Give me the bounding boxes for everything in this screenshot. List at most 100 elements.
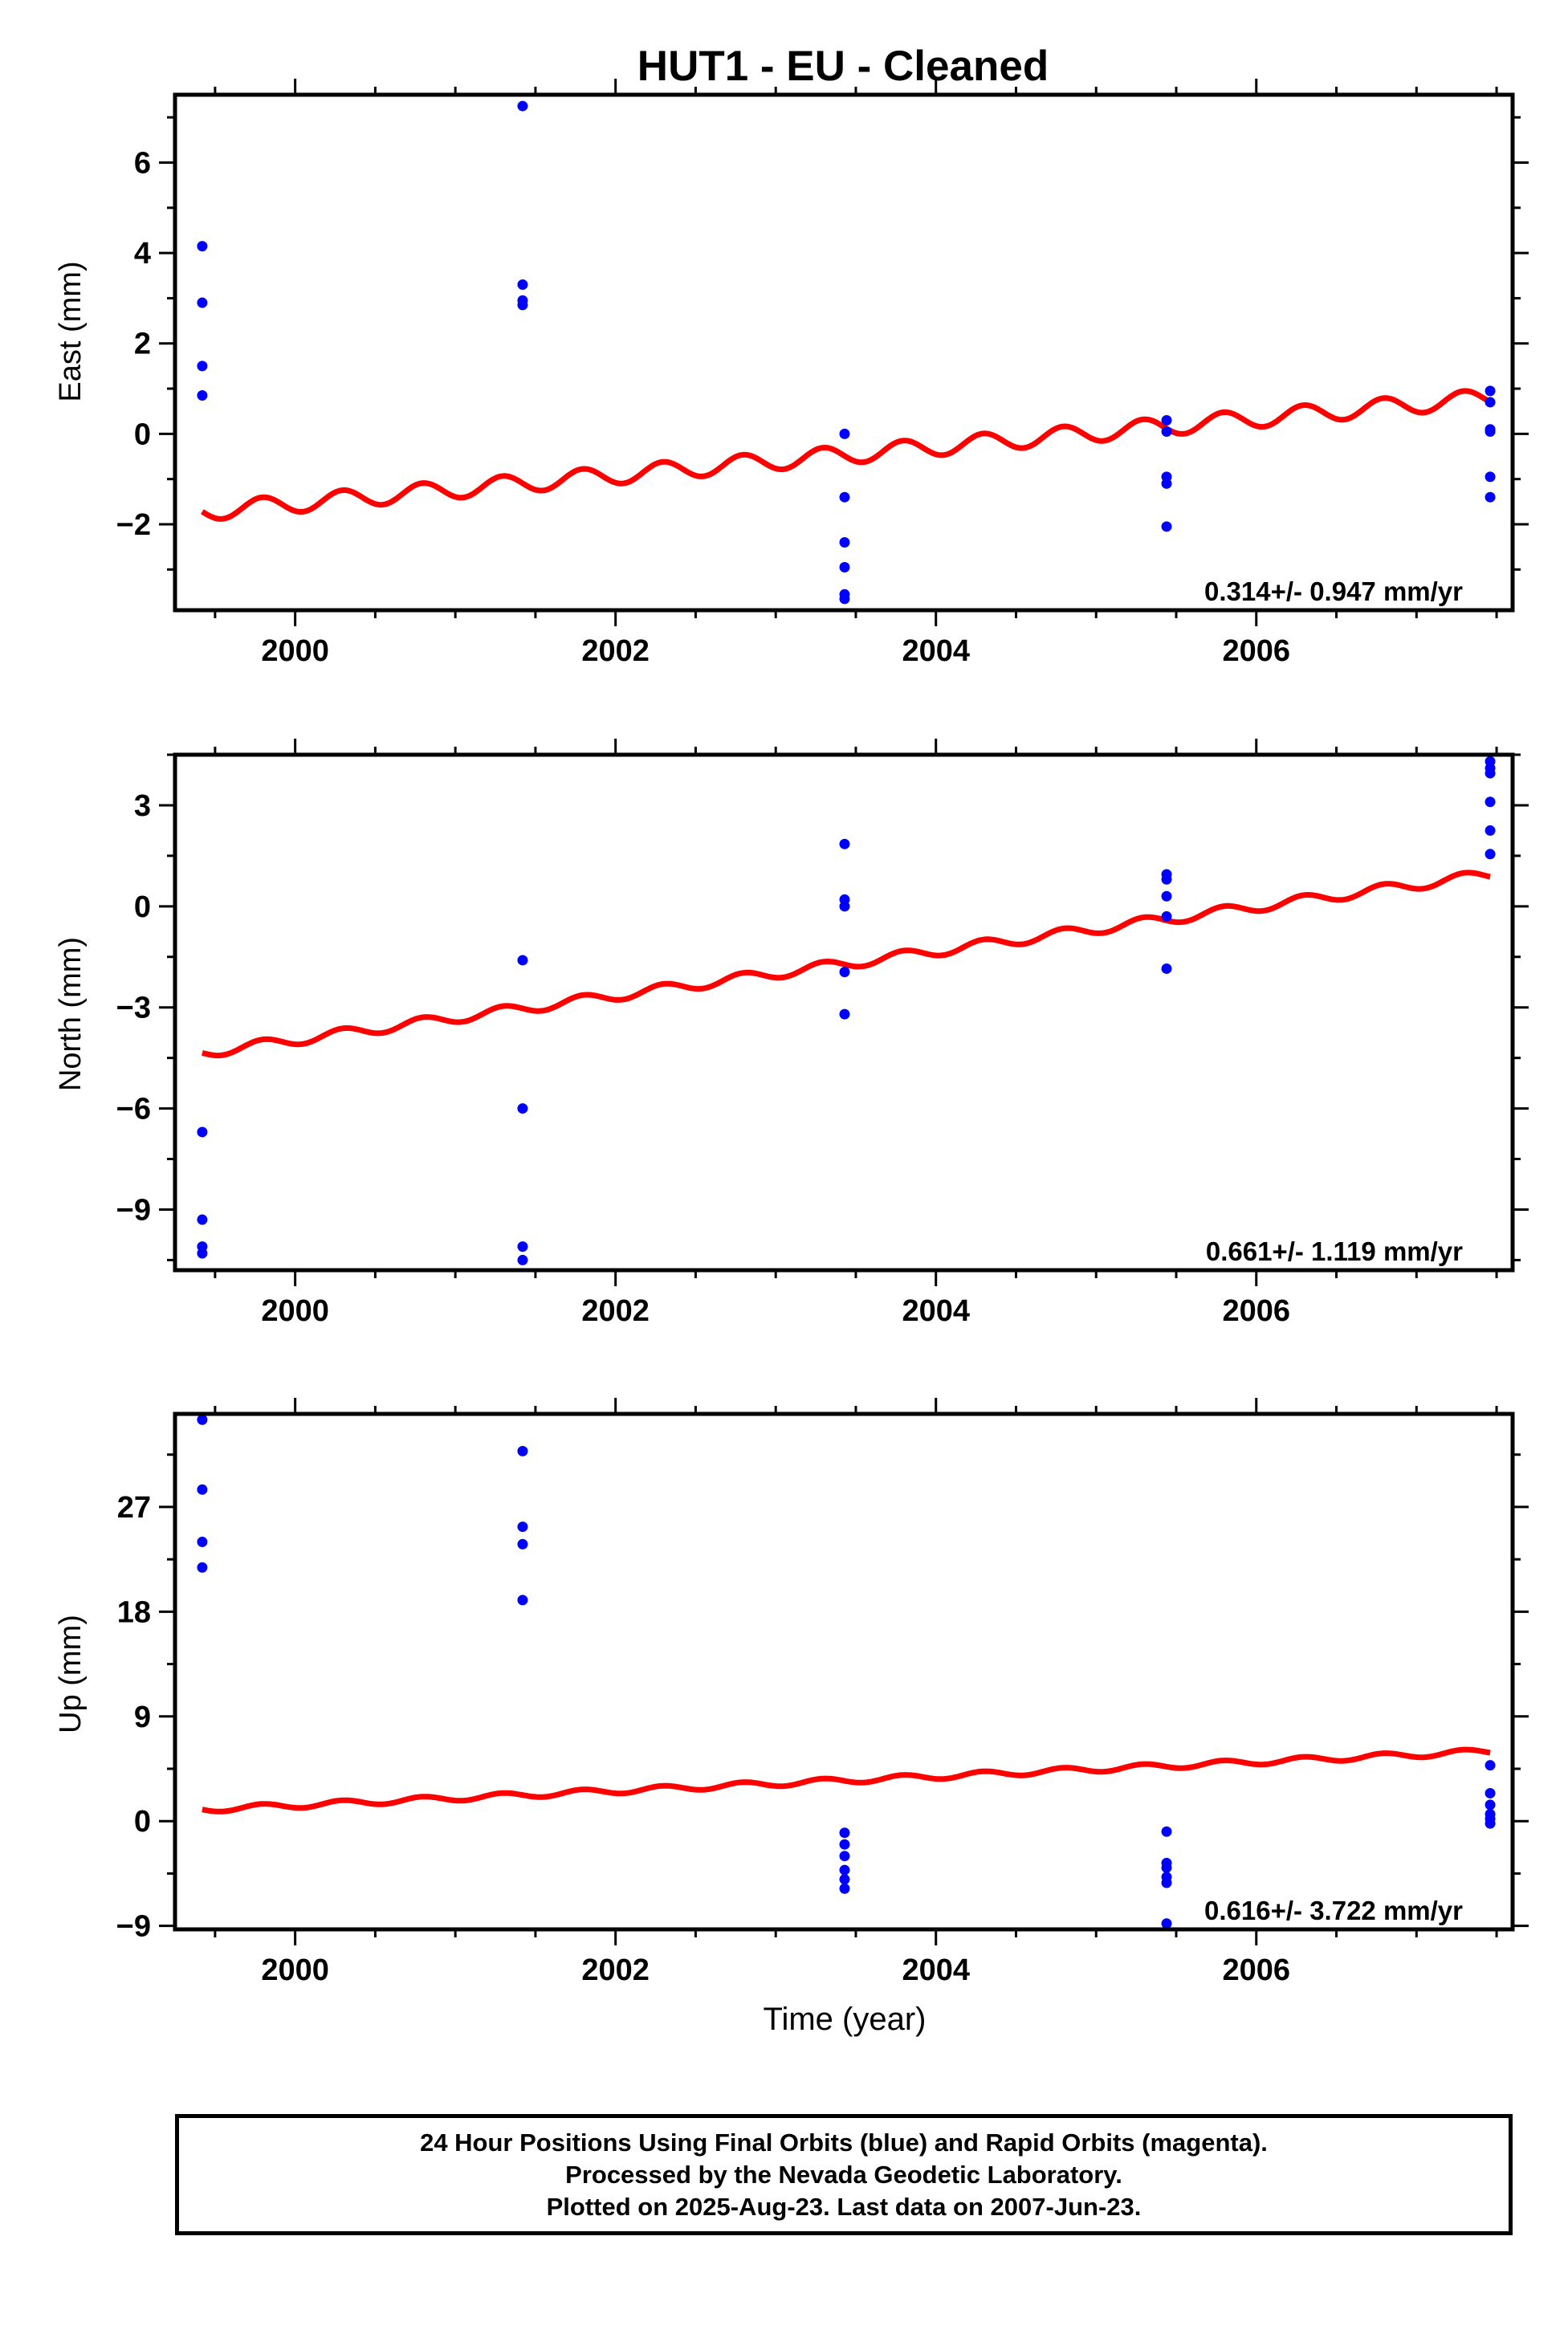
panel-east-trend-line: [201, 388, 1492, 522]
panel-up-data-point: [839, 1851, 850, 1862]
panel-up-xtick-label: 2000: [261, 1953, 329, 1987]
panel-up-data-point: [517, 1445, 528, 1456]
panel-up-rate-annotation: 0.616+/- 3.722 mm/yr: [1204, 1896, 1463, 1925]
panel-east-data-point: [197, 360, 208, 372]
panel-north-data-point: [197, 1214, 208, 1225]
panel-up-data-point: [1161, 1862, 1172, 1873]
panel-east: 2000 2002 2004 2006 −2 0 2 4 6 East (mm) 0.314+/…: [54, 79, 1529, 668]
panel-up-ytick-label: 27: [117, 1491, 151, 1525]
panel-east-xtick-label: 2006: [1222, 634, 1290, 668]
panel-east-xtick-label: 2004: [902, 634, 970, 668]
panel-up-data-point: [1485, 1760, 1496, 1771]
panel-north-data-point: [839, 1008, 850, 1020]
panel-up-data-point: [1485, 1787, 1496, 1798]
panel-east-data-point: [1161, 521, 1172, 532]
panel-north-data-point: [1485, 849, 1496, 860]
panel-north-ytick-label: −9: [116, 1193, 151, 1227]
panel-up-data-point: [1161, 1918, 1172, 1929]
panel-up-data-point: [197, 1414, 208, 1425]
panel-east-ytick-label: 2: [134, 328, 151, 361]
panel-east-data-point: [1485, 426, 1496, 438]
panel-north-data-point: [197, 1248, 208, 1259]
panel-up-trend-line: [202, 1746, 1491, 1815]
panel-north-data-point: [517, 955, 528, 966]
panel-up-data-point: [517, 1595, 528, 1606]
panel-up-data-point: [1485, 1818, 1496, 1829]
panel-north-data-point: [1161, 890, 1172, 902]
panel-east-data-point: [1161, 414, 1172, 426]
panel-east-frame: [173, 92, 1515, 613]
panel-north-data-point: [1485, 825, 1496, 836]
panel-north-xtick-label: 2000: [261, 1294, 329, 1328]
panel-east-rate-annotation: 0.314+/- 0.947 mm/yr: [1204, 576, 1463, 606]
panel-east-points: [197, 100, 1496, 605]
panel-up-data-point: [197, 1536, 208, 1547]
panel-east-data-point: [517, 100, 528, 112]
panel-up: 2000 2002 2004 2006 −9 0 9 18 27 Up (mm) 0.616+/…: [54, 1398, 1529, 1987]
panel-east-ytick-label: 6: [134, 146, 151, 180]
panel-east-data-point: [517, 299, 528, 311]
panel-east-data-point: [839, 537, 850, 548]
panel-up-data-point: [839, 1883, 850, 1894]
panel-east-data-point: [839, 428, 850, 439]
panel-north-data-point: [1485, 796, 1496, 808]
panel-east-data-point: [1485, 471, 1496, 483]
panel-north-ylabel: North (mm): [54, 937, 88, 1091]
panel-up-data-point: [197, 1484, 208, 1495]
panel-up-data-point: [517, 1538, 528, 1550]
panel-north-data-point: [517, 1103, 528, 1114]
panel-east-ytick-label: −2: [116, 508, 151, 542]
panel-north-trend-line: [202, 870, 1491, 1059]
panel-north-data-point: [839, 838, 850, 849]
panel-east-data-point: [1161, 478, 1172, 489]
panel-north-data-point: [1161, 874, 1172, 885]
panel-north-data-point: [517, 1254, 528, 1265]
panel-up-xtick-label: 2004: [902, 1953, 970, 1987]
panel-up-ytick-label: 0: [134, 1805, 151, 1839]
panel-east-data-point: [839, 491, 850, 503]
panel-up-frame: [173, 1411, 1515, 1932]
panel-east-data-point: [197, 390, 208, 401]
panel-north-xtick-label: 2006: [1222, 1294, 1290, 1328]
panel-north-data-point: [1485, 763, 1496, 774]
footer-line-3: Plotted on 2025-Aug-23. Last data on 200…: [546, 2192, 1142, 2221]
panel-north-ytick-label: −3: [116, 992, 151, 1025]
panel-up-points: [197, 1414, 1496, 1929]
panel-up-ytick-label: −9: [116, 1910, 151, 1944]
footer-line-1: 24 Hour Positions Using Final Orbits (bl…: [420, 2128, 1268, 2157]
panel-north-data-point: [1161, 963, 1172, 974]
panel-north-ytick-label: −6: [116, 1093, 151, 1126]
panel-east-data-point: [839, 593, 850, 605]
panel-up-ytick-label: 18: [117, 1595, 151, 1629]
panel-north: 2000 2002 2004 2006 −9 −6 −3 0 3 North (mm) 0.66…: [54, 739, 1529, 1328]
panel-east-data-point: [1485, 385, 1496, 397]
panel-east-data-point: [197, 297, 208, 308]
panel-north-rate-annotation: 0.661+/- 1.119 mm/yr: [1206, 1236, 1463, 1266]
panel-north-data-point: [517, 1241, 528, 1253]
panel-north-data-point: [1161, 910, 1172, 922]
panel-north-points: [197, 756, 1496, 1265]
panel-up-ytick-label: 9: [134, 1701, 151, 1734]
panel-north-xtick-label: 2004: [902, 1294, 970, 1328]
panel-north-frame: [173, 752, 1515, 1273]
figure-title: HUT1 - EU - Cleaned: [637, 43, 1049, 90]
panel-east-data-point: [839, 562, 850, 572]
panel-up-data-point: [839, 1864, 850, 1876]
panel-up-data-point: [197, 1562, 208, 1573]
panel-east-xtick-label: 2000: [261, 634, 329, 668]
panel-up-data-point: [1161, 1877, 1172, 1888]
panel-east-ytick-label: 4: [134, 237, 151, 271]
panel-east-xtick-label: 2002: [581, 634, 650, 668]
panel-east-ylabel: East (mm): [54, 261, 88, 401]
panel-north-ticks: 2000 2002 2004 2006 −9 −6 −3 0 3: [116, 739, 1529, 1328]
panel-east-data-point: [1161, 426, 1172, 438]
panel-east-data-point: [197, 241, 208, 252]
panel-north-ytick-label: 0: [134, 890, 151, 924]
panel-north-ytick-label: 3: [134, 789, 151, 823]
panel-up-xtick-label: 2006: [1222, 1953, 1290, 1987]
x-axis-label: Time (year): [764, 2002, 927, 2037]
panel-east-ytick-label: 0: [134, 418, 151, 451]
panel-east-ticks: 2000 2002 2004 2006 −2 0 2 4 6: [116, 79, 1529, 668]
panel-north-data-point: [839, 901, 850, 912]
